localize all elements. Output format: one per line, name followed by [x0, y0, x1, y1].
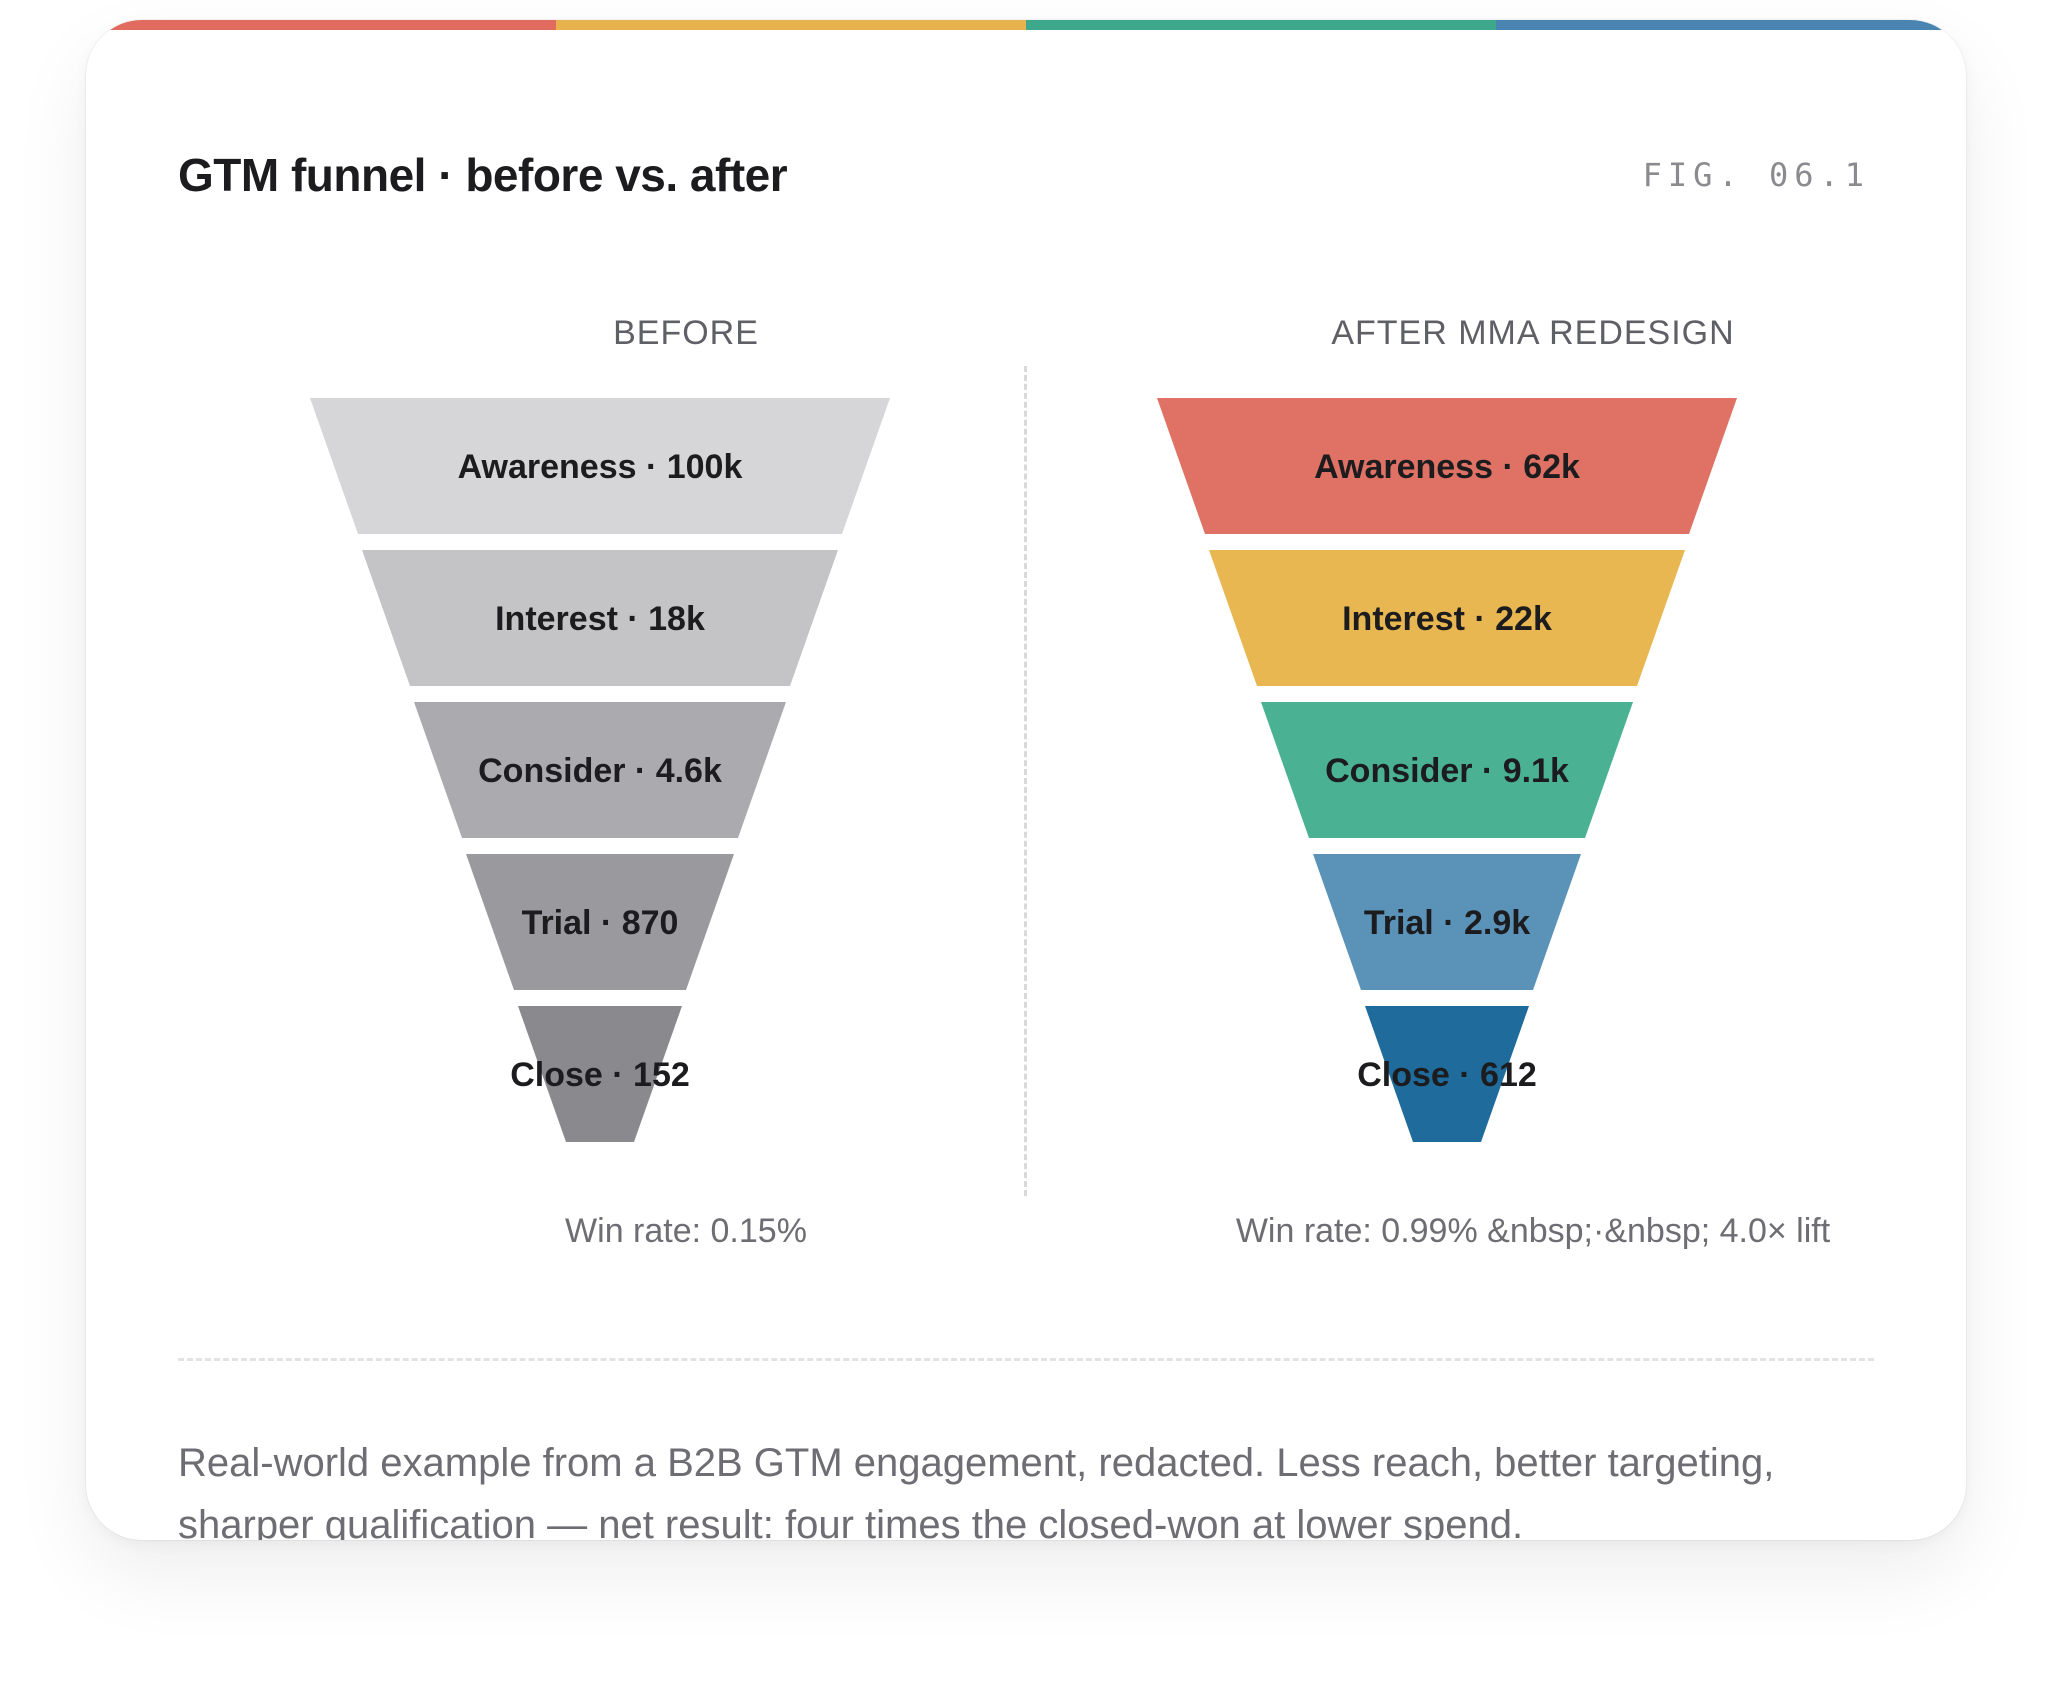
before-column-title: BEFORE — [613, 314, 759, 352]
after-stage-label-trial: Trial · 2.9k — [1364, 904, 1530, 942]
before-funnel-stage-trial — [466, 854, 734, 990]
before-funnel-stage-close — [518, 1006, 682, 1142]
before-funnel-stage-interest — [362, 550, 838, 686]
after-funnel-stage-close — [1365, 1006, 1529, 1142]
after-funnel-stage-consider — [1261, 702, 1633, 838]
figure-number: FIG. 06.1 — [1642, 156, 1870, 194]
figure-title: GTM funnel · before vs. after — [178, 149, 788, 201]
before-funnel-stage-awareness — [310, 398, 890, 534]
after-funnel-stage-awareness — [1157, 398, 1737, 534]
after-stage-label-interest: Interest · 22k — [1342, 600, 1552, 638]
figure-card: GTM funnel · before vs. after FIG. 06.1 … — [86, 20, 1966, 1540]
after-funnel-stage-trial — [1313, 854, 1581, 990]
before-stage-label-consider: Consider · 4.6k — [478, 752, 722, 790]
figure-caption: Real-world example from a B2B GTM engage… — [178, 1441, 1775, 1540]
after-win-rate: Win rate: 0.99% &nbsp;·&nbsp; 4.0× lift — [1235, 1212, 1831, 1250]
accent-bar — [86, 20, 1966, 30]
after-stage-label-close: Close · 612 — [1357, 1056, 1537, 1094]
accent-segment-red — [86, 20, 556, 30]
after-stage-label-awareness: Awareness · 62k — [1314, 448, 1580, 486]
before-stage-label-close: Close · 152 — [510, 1056, 690, 1094]
after-funnel-stage-interest — [1209, 550, 1685, 686]
before-stage-label-awareness: Awareness · 100k — [458, 448, 743, 486]
accent-segment-yellow — [556, 20, 1026, 30]
accent-segment-blue — [1496, 20, 1966, 30]
accent-segment-green — [1026, 20, 1496, 30]
after-stage-label-consider: Consider · 9.1k — [1325, 752, 1569, 790]
caption-divider — [178, 1358, 1874, 1361]
funnel-charts: Awareness · 100k Interest · 18k Consider ·… — [310, 398, 1737, 1142]
column-divider — [1024, 366, 1027, 1196]
before-stage-label-trial: Trial · 870 — [522, 904, 679, 942]
after-column-title: AFTER MMA REDESIGN — [1331, 314, 1735, 352]
before-stage-label-interest: Interest · 18k — [495, 600, 705, 638]
before-funnel-stage-consider — [414, 702, 786, 838]
before-win-rate: Win rate: 0.15% — [565, 1212, 807, 1250]
